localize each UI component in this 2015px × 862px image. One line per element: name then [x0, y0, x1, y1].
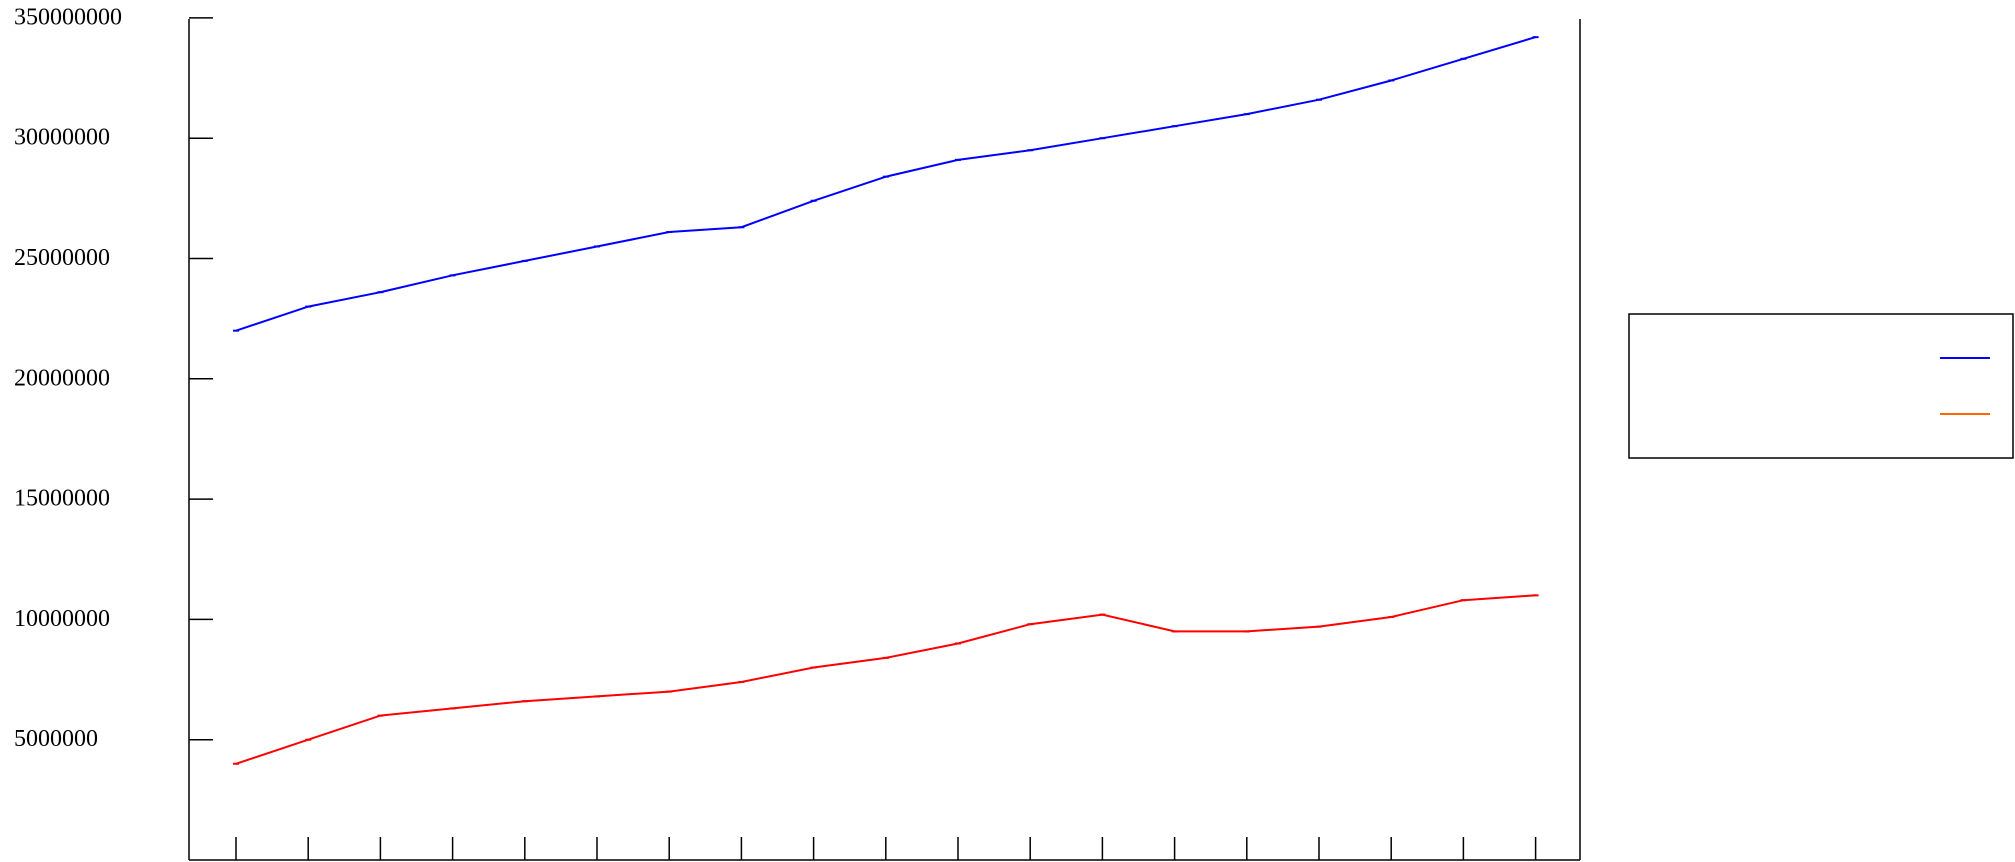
y-tick-label: 30000000	[14, 125, 110, 151]
legend-box	[1628, 313, 2014, 459]
y-tick-label: 5000000	[14, 726, 98, 752]
legend-entries	[1940, 357, 1990, 415]
y-tick-label: 20000000	[14, 365, 110, 391]
series-2	[233, 594, 1539, 765]
y-axis-ticks: 5000000 10000000 15000000 20000000 25000000 3…	[14, 4, 213, 752]
y-tick-label: 10000000	[14, 606, 110, 632]
y-tick-label: 15000000	[14, 486, 110, 512]
series-1-line	[235, 36, 1536, 332]
y-tick-label: 25000000	[14, 245, 110, 271]
y-tick-label: 350000000	[14, 4, 122, 30]
plot-frame	[188, 19, 1581, 861]
series-1	[233, 36, 1539, 332]
series-2-line	[235, 594, 1536, 765]
series-layer	[233, 36, 1539, 765]
legend	[1628, 313, 2014, 459]
x-axis-ticks	[235, 837, 1537, 860]
